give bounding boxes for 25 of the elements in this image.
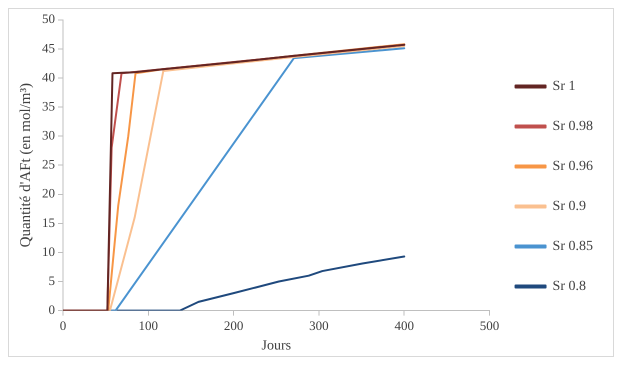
y-tick-label: 40: [42, 69, 55, 84]
x-axis-title: Jours: [261, 338, 292, 354]
y-tick-label: 20: [42, 186, 55, 201]
y-tick-label: 30: [42, 128, 55, 143]
legend-label: Sr 0.98: [552, 119, 594, 134]
x-tick-label: 400: [394, 318, 414, 333]
legend-label: Sr 0.9: [552, 199, 586, 214]
legend-label: Sr 0.85: [552, 239, 594, 254]
y-axis-title: Quantité d'AFt (en mol/m³): [18, 83, 34, 248]
y-tick-label: 0: [48, 302, 55, 318]
y-tick-label: 15: [42, 214, 55, 230]
x-tick-label: 200: [224, 318, 244, 333]
y-tick-label: 50: [42, 11, 55, 26]
y-tick-label: 10: [42, 244, 55, 259]
x-tick-label: 100: [138, 318, 158, 333]
y-tick-label: 25: [42, 156, 55, 172]
legend-label: Sr 1: [552, 79, 576, 94]
legend-label: Sr 0.96: [552, 159, 594, 174]
x-tick-label: 300: [309, 318, 329, 333]
y-tick-label: 45: [42, 40, 55, 56]
legend-label: Sr 0.8: [552, 279, 586, 294]
y-tick-label: 35: [42, 98, 55, 114]
y-tick-label: 5: [48, 272, 55, 288]
x-tick-label: 0: [60, 318, 66, 333]
x-tick-label: 500: [480, 318, 500, 333]
